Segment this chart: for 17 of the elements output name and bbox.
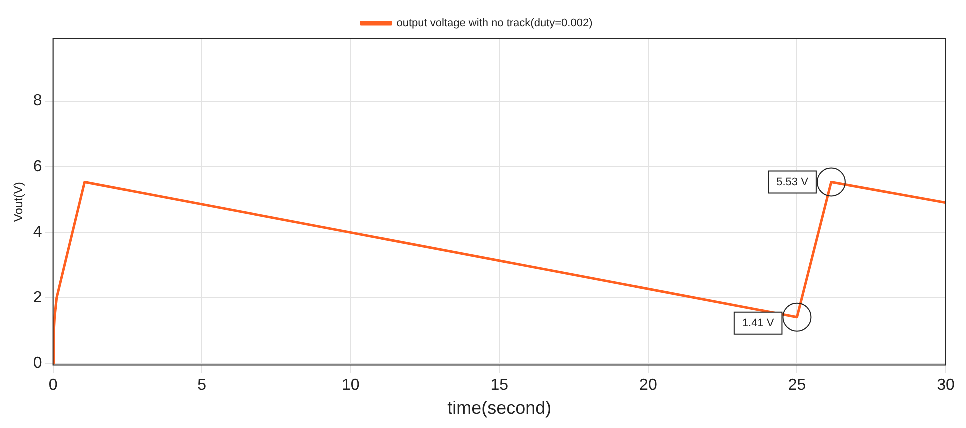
y-tick-label: 4: [33, 224, 42, 241]
x-tick-label: 10: [342, 377, 360, 394]
annotation: 1.41 V: [742, 317, 775, 330]
y-tick-label: 2: [33, 289, 42, 306]
y-tick-label: 8: [33, 92, 42, 110]
x-tick-label: 5: [198, 377, 207, 394]
x-tick-label: 15: [490, 377, 509, 394]
x-tick-label: 20: [640, 377, 658, 394]
x-tick-label: 30: [937, 377, 955, 394]
y-tick-label: 0: [33, 354, 42, 372]
legend-label: output voltage with no track(duty=0.002): [396, 18, 593, 30]
y-tick-label: 6: [33, 158, 42, 176]
x-tick-label: 0: [48, 377, 58, 394]
annotation: 5.53 V: [776, 176, 810, 188]
y-axis-title: Vout(V): [12, 182, 26, 222]
x-tick-label: 25: [788, 377, 806, 394]
x-axis-title: time(second): [448, 398, 552, 418]
